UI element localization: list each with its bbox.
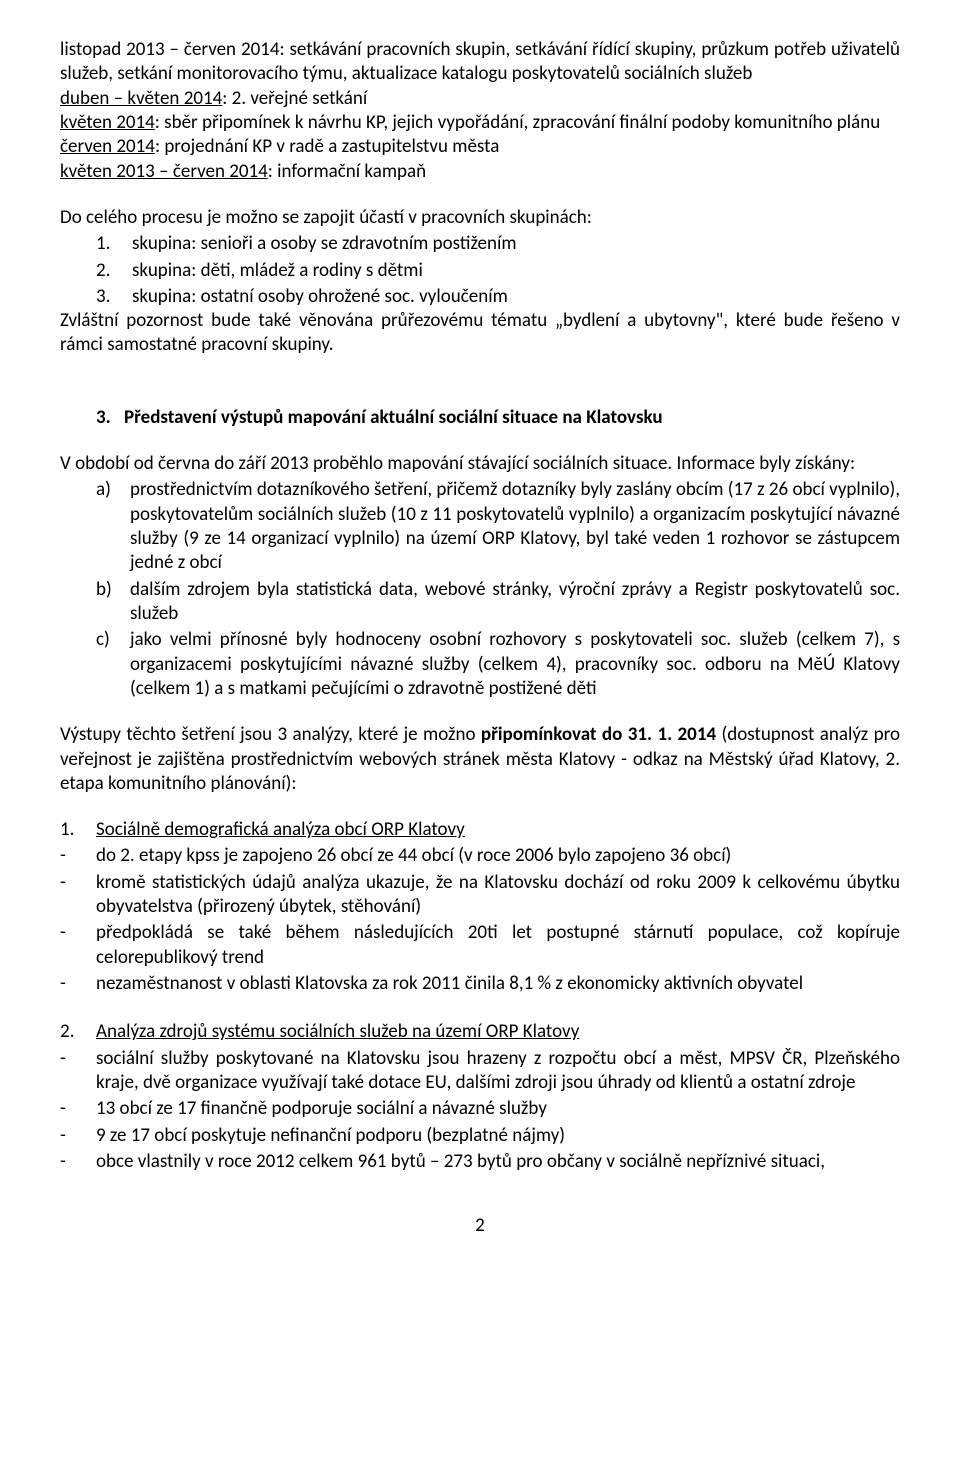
dash-item: - 9 ze 17 obcí poskytuje nefinanční podp…: [60, 1124, 900, 1148]
paragraph-kveten2014: květen 2014: sběr připomínek k návrhu KP…: [60, 111, 900, 135]
list-number: 1.: [96, 232, 132, 256]
paragraph-zvlastni: Zvláštní pozornost bude také věnována pr…: [60, 309, 900, 358]
dash-icon: -: [60, 921, 96, 970]
vystupy-pre: Výstupy těchto šetření jsou 3 analýzy, k…: [60, 723, 481, 746]
alpha-label: a): [96, 478, 130, 575]
analysis-1-number: 1.: [60, 818, 96, 842]
list-text: skupina: senioři a osoby se zdravotním p…: [132, 232, 900, 256]
section-3-number: 3.: [96, 406, 124, 430]
alpha-text: prostřednictvím dotazníkového šetření, p…: [130, 478, 900, 575]
dash-icon: -: [60, 1124, 96, 1148]
dash-icon: -: [60, 871, 96, 920]
list-item-b: b) dalším zdrojem byla statistická data,…: [96, 578, 900, 627]
dash-item: - do 2. etapy kpss je zapojeno 26 obcí z…: [60, 844, 900, 868]
dash-text: do 2. etapy kpss je zapojeno 26 obcí ze …: [96, 844, 900, 868]
dash-text: 13 obcí ze 17 finančně podporuje sociáln…: [96, 1097, 900, 1121]
dash-icon: -: [60, 1097, 96, 1121]
paragraph-timeline-1: listopad 2013 – červen 2014: setkávání p…: [60, 38, 900, 87]
paragraph-proces-intro: Do celého procesu je možno se zapojit úč…: [60, 206, 900, 230]
paragraph-kampan: květen 2013 – červen 2014: informační ka…: [60, 160, 900, 184]
list-alpha: a) prostřednictvím dotazníkového šetření…: [60, 478, 900, 701]
dash-text: nezaměstnanost v oblasti Klatovska za ro…: [96, 972, 900, 996]
dash-text: obce vlastnily v roce 2012 celkem 961 by…: [96, 1150, 900, 1174]
alpha-label: c): [96, 628, 130, 701]
text-underline-kveten2014: květen 2014: [60, 111, 155, 134]
analysis-2-number: 2.: [60, 1020, 96, 1044]
dash-item: - obce vlastnily v roce 2012 celkem 961 …: [60, 1150, 900, 1174]
paragraph-cerven2014: červen 2014: projednání KP v radě a zast…: [60, 135, 900, 159]
section-3-heading: 3. Představení výstupů mapování aktuální…: [60, 406, 900, 430]
dash-item: - nezaměstnanost v oblasti Klatovska za …: [60, 972, 900, 996]
analysis-2-list: - sociální služby poskytované na Klatovs…: [60, 1047, 900, 1175]
list-item-skupina-1: 1. skupina: senioři a osoby se zdravotní…: [96, 232, 900, 256]
analysis-1-list: - do 2. etapy kpss je zapojeno 26 obcí z…: [60, 844, 900, 996]
paragraph-vobdobi: V období od června do září 2013 proběhlo…: [60, 452, 900, 476]
dash-icon: -: [60, 1047, 96, 1096]
dash-item: - 13 obcí ze 17 finančně podporuje sociá…: [60, 1097, 900, 1121]
list-skupiny: 1. skupina: senioři a osoby se zdravotní…: [60, 232, 900, 309]
text-underline-duben: duben – květen 2014: [60, 87, 222, 110]
dash-item: - předpokládá se také během následujícíc…: [60, 921, 900, 970]
list-number: 2.: [96, 259, 132, 283]
section-3-title: Představení výstupů mapování aktuální so…: [124, 406, 663, 430]
alpha-text: dalším zdrojem byla statistická data, we…: [130, 578, 900, 627]
analysis-2-title: Analýza zdrojů systému sociálních služeb…: [96, 1020, 579, 1044]
alpha-label: b): [96, 578, 130, 627]
document-page: listopad 2013 – červen 2014: setkávání p…: [0, 0, 960, 1279]
analysis-2-heading: 2. Analýza zdrojů systému sociálních slu…: [60, 1020, 900, 1044]
dash-text: sociální služby poskytované na Klatovsku…: [96, 1047, 900, 1096]
list-item-c: c) jako velmi přínosné byly hodnoceny os…: [96, 628, 900, 701]
dash-icon: -: [60, 844, 96, 868]
vystupy-bold: připomínkovat do 31. 1. 2014: [481, 723, 716, 746]
dash-text: předpokládá se také během následujících …: [96, 921, 900, 970]
alpha-text: jako velmi přínosné byly hodnoceny osobn…: [130, 628, 900, 701]
list-item-a: a) prostřednictvím dotazníkového šetření…: [96, 478, 900, 575]
dash-icon: -: [60, 1150, 96, 1174]
list-text: skupina: ostatní osoby ohrožené soc. vyl…: [132, 285, 900, 309]
paragraph-duben: duben – květen 2014: 2. veřejné setkání: [60, 87, 900, 111]
dash-text: 9 ze 17 obcí poskytuje nefinanční podpor…: [96, 1124, 900, 1148]
paragraph-vystupy: Výstupy těchto šetření jsou 3 analýzy, k…: [60, 723, 900, 796]
page-number: 2: [60, 1214, 900, 1238]
dash-icon: -: [60, 972, 96, 996]
dash-text: kromě statistických údajů analýza ukazuj…: [96, 871, 900, 920]
list-number: 3.: [96, 285, 132, 309]
list-text: skupina: děti, mládež a rodiny s dětmi: [132, 259, 900, 283]
text-underline-cerven2014: červen 2014: [60, 135, 155, 158]
analysis-1-heading: 1. Sociálně demografická analýza obcí OR…: [60, 818, 900, 842]
dash-item: - kromě statistických údajů analýza ukaz…: [60, 871, 900, 920]
list-item-skupina-2: 2. skupina: děti, mládež a rodiny s dětm…: [96, 259, 900, 283]
list-item-skupina-3: 3. skupina: ostatní osoby ohrožené soc. …: [96, 285, 900, 309]
text-underline-kampan: květen 2013 – červen 2014: [60, 160, 268, 183]
dash-item: - sociální služby poskytované na Klatovs…: [60, 1047, 900, 1096]
analysis-1-title: Sociálně demografická analýza obcí ORP K…: [96, 818, 465, 842]
